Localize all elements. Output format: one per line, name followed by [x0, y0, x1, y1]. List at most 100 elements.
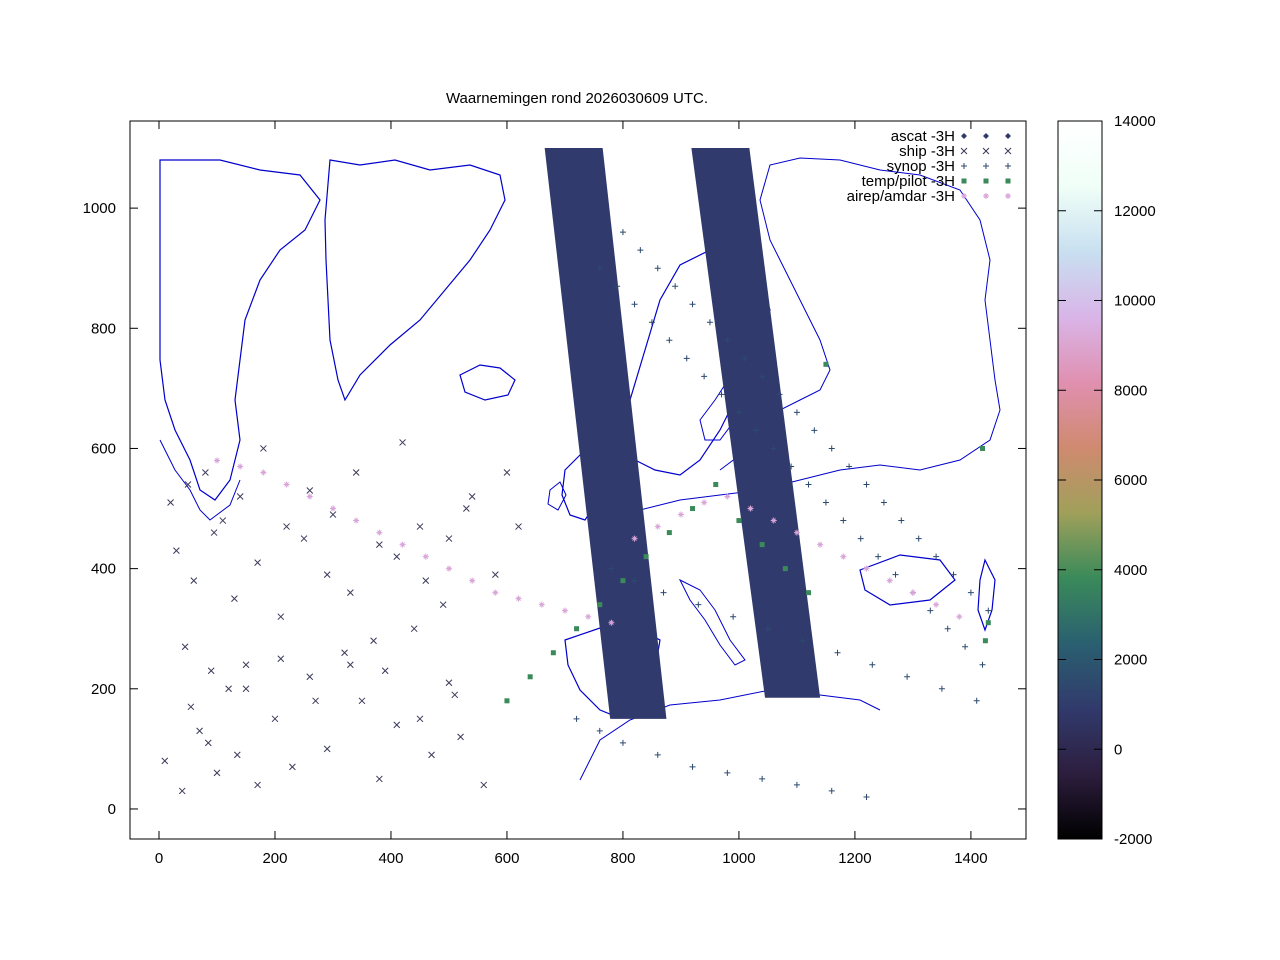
airepamdar-point [585, 613, 592, 620]
ship-point [410, 625, 418, 633]
airepamdar-point [886, 577, 893, 584]
temppilot-point [782, 566, 788, 572]
synop-point [857, 535, 864, 542]
airepamdar-point [956, 613, 963, 620]
ship-point [289, 763, 296, 771]
synop-point [619, 229, 626, 236]
legend-marker [983, 163, 989, 169]
ship-point [480, 781, 488, 789]
airepamdar-point [817, 541, 824, 548]
synop-point [950, 571, 957, 578]
synop-point [706, 319, 713, 326]
legend-marker [1004, 147, 1012, 155]
ship-point [416, 523, 424, 530]
legend-marker [1005, 133, 1011, 139]
ship-point [329, 511, 337, 518]
airepamdar-point [469, 577, 476, 584]
synop-point [822, 499, 829, 506]
synop-point [753, 427, 760, 434]
ship-point [254, 781, 261, 789]
synop-point [654, 751, 661, 758]
ship-point [306, 673, 314, 681]
temppilot-point [690, 506, 696, 512]
x-tick-label: 800 [610, 850, 635, 867]
ship-point [445, 679, 453, 687]
legend-marker [983, 133, 989, 139]
ship-point [178, 787, 186, 795]
ship-point [341, 649, 348, 657]
synop-point [689, 301, 696, 308]
ascat-swath [544, 148, 667, 719]
ship-point [347, 661, 354, 669]
ship-point [242, 685, 250, 693]
synop-point [730, 613, 737, 620]
synop-point [811, 427, 818, 434]
legend-label: ascat -3H [891, 128, 955, 145]
synop-point [689, 763, 696, 770]
airepamdar-point [306, 493, 313, 500]
ship-point [370, 637, 377, 645]
temppilot-point [985, 620, 991, 626]
synop-point [631, 577, 638, 584]
airepamdar-point [399, 541, 406, 548]
ship-point [210, 529, 218, 536]
legend-marker [1005, 163, 1011, 169]
airepamdar-point [561, 607, 568, 614]
airepamdar-point [608, 619, 615, 626]
ship-point [445, 535, 453, 542]
colorbar: -2000 0 2000 4000 6000 8000 10000 12000 14000 [1057, 113, 1156, 848]
colorbar-tick-label: 12000 [1114, 203, 1156, 220]
colorbar-tick-label: 6000 [1114, 472, 1147, 489]
airepamdar-point [654, 523, 661, 530]
ship-point [439, 601, 447, 609]
airepamdar-point [329, 505, 336, 512]
colorbar-ticks: -2000 0 2000 4000 6000 8000 10000 12000 14000 [1058, 113, 1156, 848]
synop-point [573, 715, 580, 722]
synop-point [799, 637, 806, 644]
ship-point [204, 739, 212, 747]
temppilot-point [504, 698, 510, 704]
airepamdar-point [515, 595, 522, 602]
synop-point [637, 247, 644, 254]
axes: 0 200 400 600 800 1000 1200 1400 0 200 400 600 800 10… [83, 121, 1026, 867]
synop-point [654, 265, 661, 272]
ship-point [416, 715, 424, 723]
airepamdar-point [677, 511, 684, 518]
legend-label: ship -3H [899, 143, 955, 160]
synop-point [863, 481, 870, 488]
synop-point [892, 571, 899, 578]
airepamdar-point [909, 589, 916, 596]
synop-point [759, 775, 766, 782]
synop-point [944, 625, 951, 632]
airepamdar-point [631, 535, 638, 542]
ship-point [352, 469, 360, 476]
synop-point [979, 661, 986, 668]
temppilot-point [643, 554, 649, 560]
legend-marker [961, 133, 967, 139]
colorbar-tick-label: -2000 [1114, 831, 1152, 848]
colorbar-tick-label: 8000 [1114, 382, 1147, 399]
synop-point [927, 607, 934, 614]
ship-point [190, 577, 198, 584]
ship-point [181, 643, 189, 651]
colorbar-tick-label: 14000 [1114, 113, 1156, 130]
ship-point [393, 553, 401, 560]
synop-point [724, 769, 731, 776]
airepamdar-point [422, 553, 429, 560]
legend-marker [961, 193, 967, 199]
synop-point [695, 601, 702, 608]
airepamdar-point [260, 469, 267, 476]
ship-point [242, 661, 250, 669]
colorbar-tick-label: 10000 [1114, 293, 1156, 310]
legend-label: synop -3H [887, 158, 955, 175]
airepamdar-point [724, 493, 731, 500]
synop-point [648, 319, 655, 326]
airepamdar-point [701, 499, 708, 506]
airepamdar-point [538, 601, 545, 608]
airepamdar-point [840, 553, 847, 560]
y-tick-label: 200 [91, 681, 116, 698]
ship-point [323, 571, 331, 578]
airepamdar-point [863, 565, 870, 572]
ship-point [219, 517, 227, 524]
